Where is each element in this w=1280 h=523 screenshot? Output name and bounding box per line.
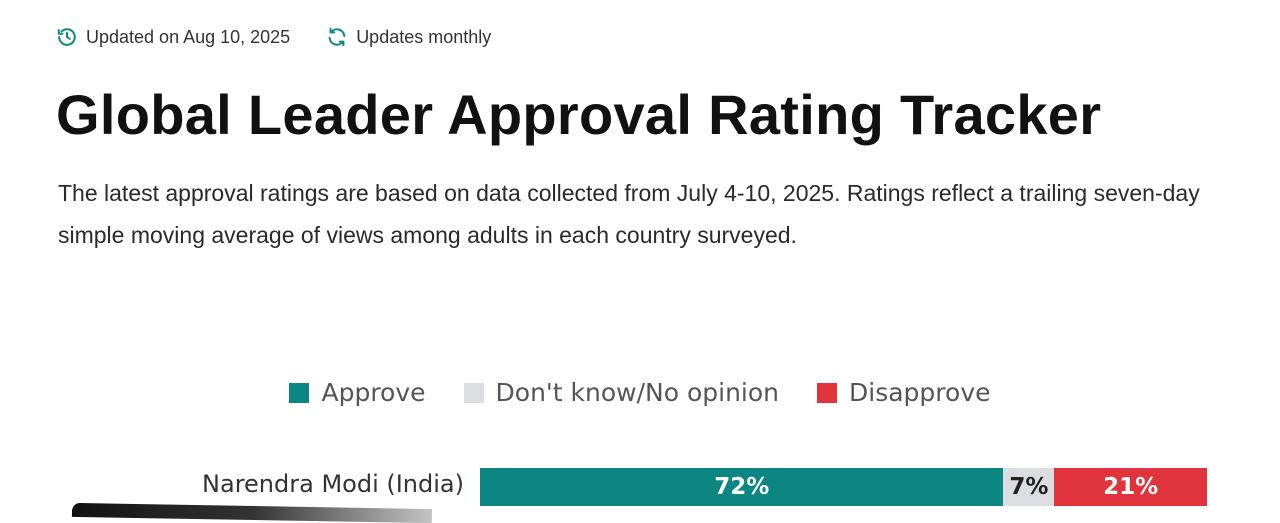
updated-date-text: Updated on Aug 10, 2025 [86,26,291,47]
legend-label: Disapprove [849,378,991,407]
legend-swatch [289,382,310,403]
legend-item: Disapprove [817,378,991,407]
bar-value-label: 21% [1103,474,1159,500]
update-info-row: Updated on Aug 10, 2025 Updates monthly [56,26,491,48]
page-title: Global Leader Approval Rating Tracker [56,83,1102,146]
refresh-icon [326,26,348,48]
clock-history-icon [56,26,78,48]
row-label: Narendra Modi (India) [202,470,464,498]
bar-value-label: 7% [1009,474,1049,500]
legend-swatch [817,382,838,403]
legend-item: Approve [289,378,426,407]
bar-segment-unsure: 7% [1003,468,1055,506]
chart-legend: Approve Don't know/No opinion Disapprove [0,378,1280,407]
bar-segment-approve: 72% [480,468,1004,506]
legend-swatch [463,382,484,403]
updated-date: Updated on Aug 10, 2025 [56,26,290,48]
stacked-bar: 72% 7% 21% [480,468,1207,506]
bar-segment-disapprove: 21% [1054,468,1207,506]
chart-row: Narendra Modi (India) 72% 7% 21% [0,468,1280,506]
legend-label: Approve [321,378,426,407]
update-frequency-text: Updates monthly [356,26,492,47]
legend-item: Don't know/No opinion [463,378,780,407]
bar-value-label: 72% [714,474,770,500]
update-frequency: Updates monthly [326,26,491,48]
legend-label: Don't know/No opinion [495,378,780,407]
page-description: The latest approval ratings are based on… [58,180,1200,248]
